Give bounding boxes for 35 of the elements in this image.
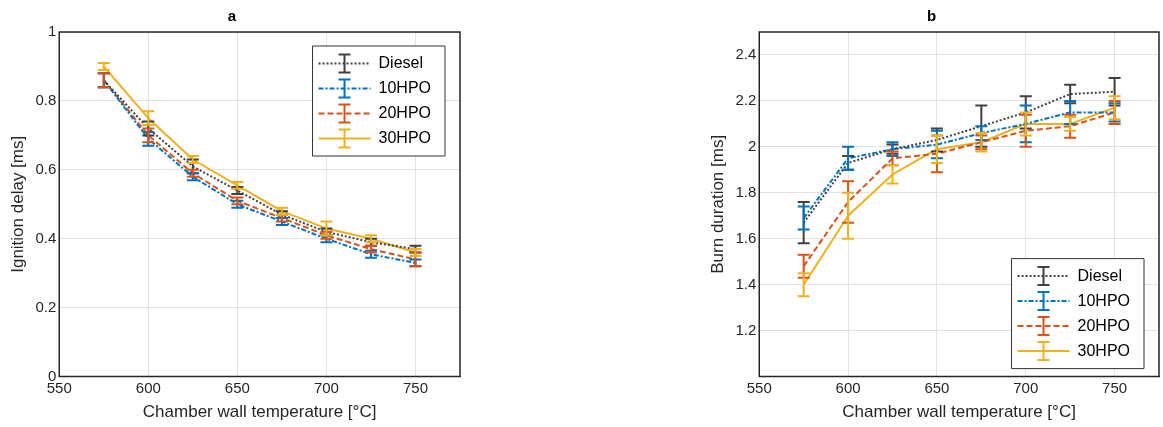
x-axis-title: Chamber wall temperature [°C] [142, 402, 377, 422]
y-tick-label: 2.4 [735, 45, 757, 63]
y-tick-label: 1.2 [735, 320, 757, 338]
y-tick-label: 1.8 [735, 182, 757, 200]
legend-label: 10HPO [378, 78, 431, 96]
legend-label: Diesel [378, 53, 423, 71]
legend-label: 20HPO [1077, 316, 1130, 334]
chart-title: b [926, 7, 937, 25]
y-tick-label: 1 [47, 22, 57, 40]
y-tick-label: 0.6 [35, 159, 57, 177]
legend-label: 30HPO [1077, 341, 1130, 359]
y-tick-label: 0.4 [35, 228, 57, 246]
legend-label: 20HPO [378, 103, 431, 121]
chart-title: a [227, 7, 237, 25]
x-tick-label: 700 [313, 378, 339, 396]
legend-label: 10HPO [1077, 291, 1130, 309]
y-tick-label: 0.8 [35, 91, 57, 109]
y-tick-label: 2 [747, 137, 757, 155]
legend-label: Diesel [1077, 266, 1122, 284]
y-tick-label: 0.2 [35, 297, 57, 315]
y-tick-label: 1.4 [735, 274, 757, 292]
x-tick-label: 750 [1102, 378, 1128, 396]
y-axis-title: Burn duration [ms] [707, 134, 727, 274]
y-tick-label: 2.2 [735, 91, 757, 109]
legend-label: 30HPO [378, 128, 431, 146]
x-axis-title: Chamber wall temperature [°C] [842, 402, 1076, 422]
x-tick-label: 650 [224, 378, 250, 396]
x-tick-label: 600 [835, 378, 861, 396]
x-tick-label: 550 [746, 378, 772, 396]
y-tick-label: 1.6 [735, 228, 757, 246]
x-tick-label: 600 [135, 378, 161, 396]
x-tick-label: 700 [1013, 378, 1039, 396]
x-tick-label: 750 [402, 378, 428, 396]
y-axis-title: Ignition delay [ms] [7, 135, 27, 273]
x-tick-label: 650 [924, 378, 950, 396]
